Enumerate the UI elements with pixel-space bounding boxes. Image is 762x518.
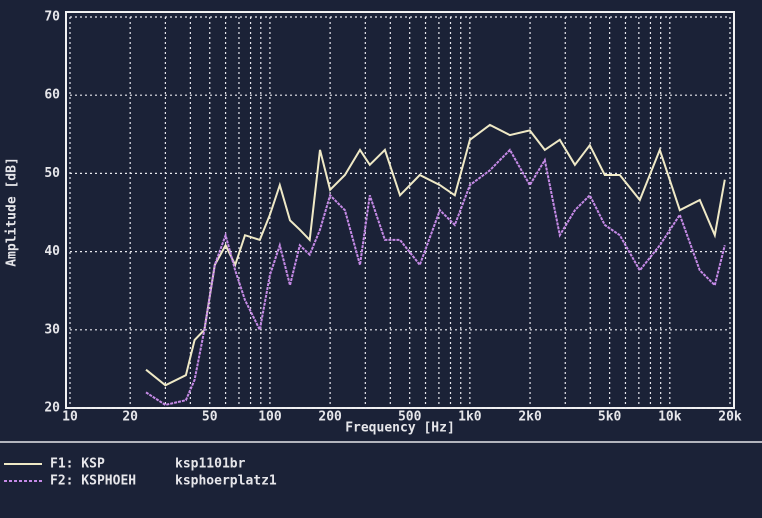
x-tick-label: 10k	[658, 410, 682, 425]
y-tick-label: 70	[44, 10, 60, 25]
x-tick-label: 100	[258, 410, 282, 425]
series-line	[145, 148, 726, 406]
y-tick-label: 50	[44, 166, 60, 181]
x-tick-label: 10	[62, 410, 78, 425]
x-tick-label: 50	[202, 410, 218, 425]
plot-frame	[65, 11, 735, 409]
x-tick-label: 20	[122, 410, 138, 425]
x-tick-label: 200	[318, 410, 342, 425]
series-line	[145, 123, 726, 387]
y-tick-label: 60	[44, 88, 60, 103]
y-tick-label: 30	[44, 322, 60, 337]
x-tick-label: 5k0	[598, 410, 622, 425]
y-tick-label: 40	[44, 244, 60, 259]
x-tick-label: 20k	[718, 410, 742, 425]
legend-file: ksp1101br	[175, 457, 246, 472]
x-tick-label: 2k0	[518, 410, 542, 425]
x-tick-label: 500	[398, 410, 422, 425]
y-axis-label: Amplitude [dB]	[5, 157, 20, 267]
x-tick-label: 1k0	[458, 410, 482, 425]
legend-label: F2: KSPHOEH	[50, 474, 136, 489]
x-axis-label: Frequency [Hz]	[345, 421, 455, 436]
legend-label: F1: KSP	[50, 457, 105, 472]
legend-file: ksphoerplatz1	[175, 474, 277, 489]
y-tick-label: 20	[44, 401, 60, 416]
